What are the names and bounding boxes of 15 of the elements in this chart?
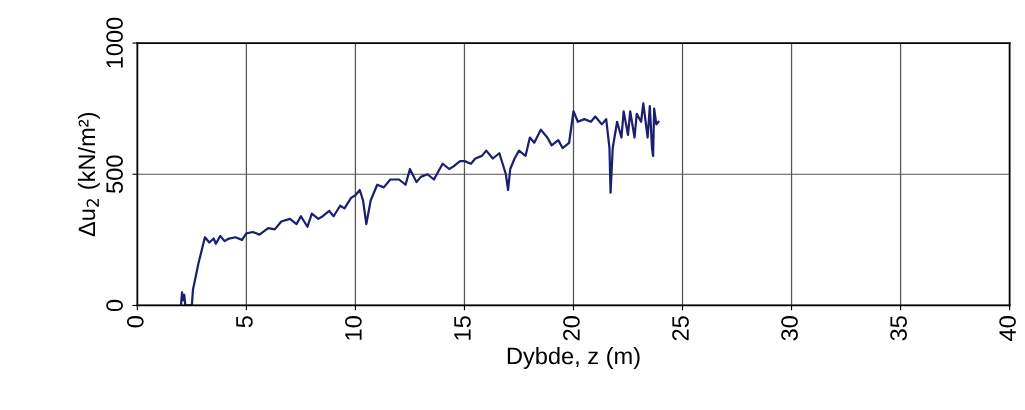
y-tick-label: 500 [106, 155, 123, 193]
x-axis-title: Dybde, z (m) [507, 346, 640, 369]
x-tick-label: 30 [781, 316, 798, 341]
x-tick-label: 25 [672, 316, 689, 341]
x-tick-label: 15 [454, 316, 471, 340]
x-tick-label: 5 [236, 316, 253, 328]
x-tick-label: 0 [126, 316, 144, 328]
y-tick-label: 0 [106, 299, 123, 312]
x-tick-label: 20 [563, 316, 580, 341]
x-tick-label: 10 [345, 316, 362, 340]
y-axis-title: Δu$_{2}$ (kN/m²) [77, 113, 100, 237]
x-tick-label: 35 [890, 316, 907, 341]
y-tick-label: 1000 [106, 17, 123, 68]
line-series [179, 102, 660, 306]
x-tick-label: 40 [999, 316, 1016, 341]
